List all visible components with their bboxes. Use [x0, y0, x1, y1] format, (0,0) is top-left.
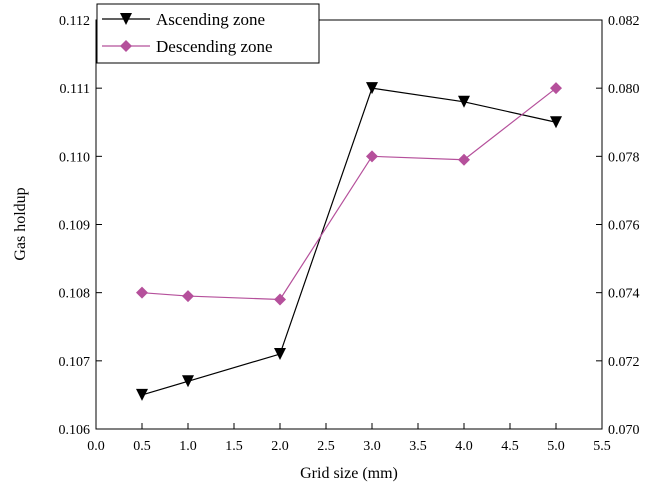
series-ascending-zone	[136, 82, 562, 401]
data-point-ascending	[458, 95, 470, 108]
x-tick-label: 1.0	[179, 439, 197, 454]
y2-tick-label: 0.070	[608, 423, 640, 438]
y2-tick-label: 0.074	[608, 287, 640, 302]
series-layer	[136, 82, 562, 401]
y-tick-label: 0.111	[60, 82, 90, 97]
legend-label: Descending zone	[156, 37, 273, 56]
x-tick-label: 1.5	[225, 439, 243, 454]
y-tick-label: 0.106	[59, 423, 91, 438]
legend-label: Ascending zone	[156, 10, 265, 29]
x-tick-label: 5.0	[547, 439, 565, 454]
data-point-ascending	[182, 375, 194, 388]
data-point-descending	[366, 150, 378, 163]
legend: Ascending zone Descending zone	[96, 3, 320, 64]
legend-box	[96, 3, 320, 64]
y2-tick-label: 0.080	[608, 82, 640, 97]
y2-tick-label: 0.082	[608, 14, 640, 29]
ticks: 0.0 0.5 1.0 1.5 2.0 2.5 3.0 3.5 4.0 4.5 5.0 5.5 0.10…	[59, 14, 640, 454]
data-point-ascending	[136, 388, 148, 401]
axes	[95, 19, 603, 430]
series-line-descending-zone	[141, 87, 557, 301]
x-tick-label: 3.5	[409, 439, 427, 454]
y-tick-label: 0.107	[59, 355, 91, 370]
data-point-descending	[274, 293, 286, 306]
plot-frame	[95, 19, 603, 430]
data-point-descending	[120, 40, 132, 52]
y2-tick-label: 0.076	[608, 219, 640, 234]
y2-tick-label: 0.072	[608, 355, 640, 370]
series-line-ascending-zone	[141, 87, 557, 396]
data-point-descending	[550, 82, 562, 95]
y-tick-label: 0.112	[59, 14, 90, 29]
x-tick-label: 0.0	[87, 439, 105, 454]
x-tick-label: 3.0	[363, 439, 381, 454]
y-tick-label: 0.109	[59, 219, 91, 234]
data-point-ascending	[120, 13, 132, 25]
x-tick-label: 2.0	[271, 439, 289, 454]
data-point-ascending	[366, 82, 378, 95]
data-point-ascending	[550, 116, 562, 129]
x-axis-title: Grid size (mm)	[300, 465, 398, 482]
data-point-descending	[458, 153, 470, 166]
y2-tick-label: 0.078	[608, 150, 640, 165]
x-tick-label: 4.0	[455, 439, 473, 454]
data-point-ascending	[274, 348, 286, 361]
x-tick-label: 0.5	[133, 439, 151, 454]
series-descending-zone	[136, 82, 562, 306]
x-tick-label: 4.5	[501, 439, 519, 454]
y-tick-label: 0.108	[59, 287, 91, 302]
x-tick-label: 2.5	[317, 439, 335, 454]
y-tick-label: 0.110	[59, 150, 90, 165]
data-point-descending	[182, 290, 194, 303]
data-point-descending	[136, 286, 148, 299]
x-tick-label: 5.5	[593, 439, 611, 454]
y-axis-title: Gas holdup	[12, 187, 29, 260]
